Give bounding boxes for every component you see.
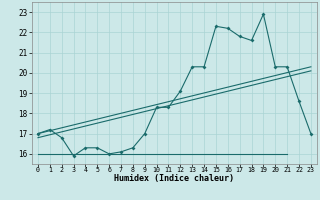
- X-axis label: Humidex (Indice chaleur): Humidex (Indice chaleur): [115, 174, 234, 183]
